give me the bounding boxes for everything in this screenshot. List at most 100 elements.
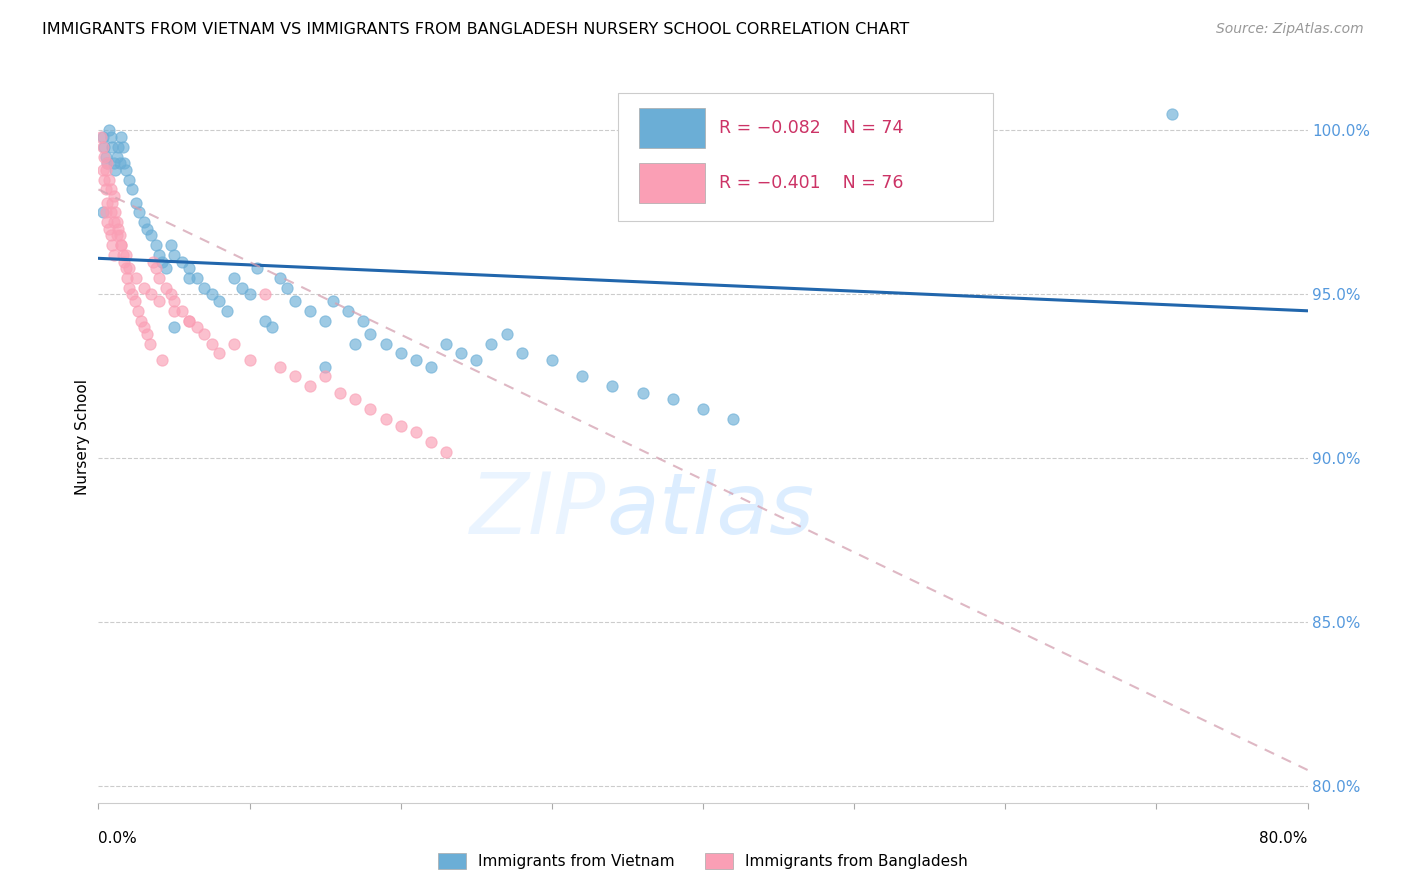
Point <box>360 326 382 341</box>
Point <box>125 271 148 285</box>
Point <box>160 238 183 252</box>
Point <box>510 346 533 360</box>
Point <box>141 228 163 243</box>
Point <box>148 293 170 308</box>
Point <box>90 130 112 145</box>
Point <box>314 369 336 384</box>
Point <box>94 205 117 219</box>
Point <box>107 222 129 236</box>
Point <box>105 215 128 229</box>
Point <box>114 261 136 276</box>
Point <box>170 254 193 268</box>
Point <box>96 195 118 210</box>
Point <box>93 172 115 186</box>
Point <box>100 182 122 196</box>
Point <box>108 228 131 243</box>
Point <box>344 336 367 351</box>
Text: ZIP: ZIP <box>470 468 606 552</box>
Point <box>142 254 165 268</box>
FancyBboxPatch shape <box>619 94 993 221</box>
Point <box>132 320 155 334</box>
Point <box>155 281 177 295</box>
Point <box>224 336 246 351</box>
Point <box>145 238 167 252</box>
Point <box>253 313 276 327</box>
Point <box>135 326 157 341</box>
FancyBboxPatch shape <box>638 108 706 148</box>
Text: Source: ZipAtlas.com: Source: ZipAtlas.com <box>1216 22 1364 37</box>
Point <box>336 303 359 318</box>
Point <box>94 150 117 164</box>
Text: R = −0.082    N = 74: R = −0.082 N = 74 <box>718 120 903 137</box>
Point <box>723 412 745 426</box>
Point <box>148 248 170 262</box>
Point <box>329 385 352 400</box>
Point <box>94 182 117 196</box>
Point <box>101 140 124 154</box>
Point <box>101 238 124 252</box>
Point <box>450 346 472 360</box>
Point <box>94 162 117 177</box>
Point <box>100 228 122 243</box>
Point <box>434 445 457 459</box>
Point <box>103 248 125 262</box>
Point <box>118 172 141 186</box>
Point <box>540 353 562 368</box>
Point <box>631 385 654 400</box>
Point <box>186 320 208 334</box>
Point <box>110 238 132 252</box>
Point <box>91 130 114 145</box>
Point <box>179 313 201 327</box>
Point <box>352 313 374 327</box>
Point <box>253 287 276 301</box>
Point <box>160 287 183 301</box>
Point <box>405 353 427 368</box>
Point <box>100 205 122 219</box>
Point <box>662 392 685 407</box>
Point <box>208 346 231 360</box>
Point <box>163 248 186 262</box>
Point <box>103 189 125 203</box>
Point <box>299 379 322 393</box>
Legend: Immigrants from Vietnam, Immigrants from Bangladesh: Immigrants from Vietnam, Immigrants from… <box>432 847 974 875</box>
Point <box>179 271 201 285</box>
Point <box>163 303 186 318</box>
Point <box>314 359 336 374</box>
Point <box>121 287 143 301</box>
Point <box>374 412 396 426</box>
Point <box>111 140 134 154</box>
Point <box>276 281 298 295</box>
Point <box>98 222 121 236</box>
Point <box>114 162 136 177</box>
Point <box>135 222 157 236</box>
Point <box>269 359 291 374</box>
Point <box>101 195 124 210</box>
Point <box>170 303 193 318</box>
Point <box>155 261 177 276</box>
Point <box>193 281 215 295</box>
Point <box>129 313 152 327</box>
Text: IMMIGRANTS FROM VIETNAM VS IMMIGRANTS FROM BANGLADESH NURSERY SCHOOL CORRELATION: IMMIGRANTS FROM VIETNAM VS IMMIGRANTS FR… <box>42 22 910 37</box>
Point <box>91 205 114 219</box>
Point <box>125 195 148 210</box>
Point <box>103 156 125 170</box>
Point <box>163 320 186 334</box>
Point <box>389 346 412 360</box>
Point <box>141 287 163 301</box>
Point <box>208 293 231 308</box>
Point <box>231 281 253 295</box>
Point <box>107 140 129 154</box>
Point <box>224 271 246 285</box>
Point <box>103 215 125 229</box>
Point <box>571 369 593 384</box>
Point <box>110 238 132 252</box>
Point <box>96 156 118 170</box>
Point <box>132 215 155 229</box>
Point <box>193 326 215 341</box>
Point <box>186 271 208 285</box>
Point <box>434 336 457 351</box>
Point <box>150 353 173 368</box>
Point <box>145 261 167 276</box>
Point <box>118 261 141 276</box>
Point <box>201 287 224 301</box>
